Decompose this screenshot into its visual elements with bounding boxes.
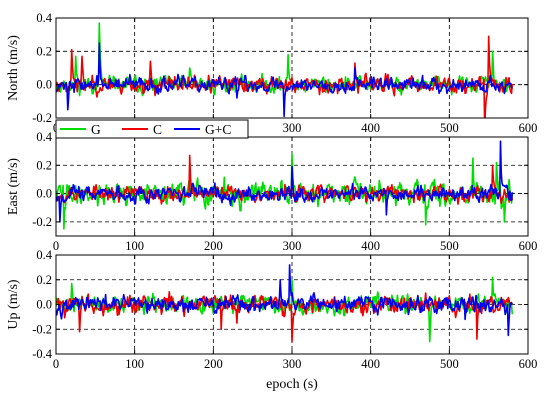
legend-label-g: G xyxy=(91,122,101,137)
y-tick-label: 0.2 xyxy=(36,273,52,287)
x-tick-label: 200 xyxy=(204,357,223,371)
x-tick-label: 200 xyxy=(204,239,223,253)
x-tick-label: 400 xyxy=(361,121,380,135)
series-line-c xyxy=(56,290,513,343)
series-group xyxy=(56,140,514,230)
y-tick-label: 0.4 xyxy=(36,11,52,25)
series-line-gplusc xyxy=(56,264,514,337)
y-tick-label: 0.2 xyxy=(36,158,52,172)
y-tick-label: -0.2 xyxy=(32,322,52,336)
x-tick-label: 100 xyxy=(125,357,144,371)
y-tick-label: -0.2 xyxy=(32,111,52,125)
panel-2: 0 100 200 300 400 500 600 -0.4 -0.2 0.0 0.2 0.4 Up (… xyxy=(6,248,537,392)
x-tick-label: 500 xyxy=(440,121,459,135)
legend: G C G+C xyxy=(55,119,249,139)
x-tick-label: 300 xyxy=(283,239,302,253)
x-tick-label: 0 xyxy=(53,357,59,371)
x-tick-label: 500 xyxy=(440,239,459,253)
y-axis-title: North (m/s) xyxy=(6,35,21,101)
x-tick-label: 600 xyxy=(519,239,538,253)
series-group xyxy=(56,264,514,343)
series-line-gplusc xyxy=(56,42,513,118)
x-tick-label: 100 xyxy=(125,239,144,253)
series-group xyxy=(56,22,514,118)
y-tick-label: 0.4 xyxy=(36,130,52,144)
y-tick-label: -0.4 xyxy=(32,347,53,361)
x-tick-label: 400 xyxy=(361,239,380,253)
legend-label-c: C xyxy=(153,122,162,137)
y-tick-label: 0.4 xyxy=(36,248,52,262)
x-tick-label: 600 xyxy=(519,357,538,371)
series-line-g xyxy=(56,276,514,343)
y-tick-label: 0.0 xyxy=(36,187,52,201)
x-axis-title: epoch (s) xyxy=(266,377,318,392)
legend-box xyxy=(55,119,249,139)
x-tick-label: 500 xyxy=(440,357,459,371)
y-tick-label: 0.2 xyxy=(36,44,52,58)
y-axis-title: Up (m/s) xyxy=(6,279,21,330)
x-tick-label: 600 xyxy=(519,121,538,135)
x-tick-label: 0 xyxy=(53,239,59,253)
y-tick-label: -0.2 xyxy=(32,215,52,229)
x-tick-label: 400 xyxy=(361,357,380,371)
x-tick-label: 300 xyxy=(283,121,302,135)
legend-label-gplusc: G+C xyxy=(205,122,231,137)
y-tick-label: 0.0 xyxy=(36,78,52,92)
y-tick-label: 0.0 xyxy=(36,298,52,312)
panel-1: 0 100 200 300 400 500 600 -0.2 0.0 0.2 0.4 East (m/… xyxy=(6,119,538,253)
y-axis-title: East (m/s) xyxy=(6,158,21,215)
x-tick-label: 300 xyxy=(283,357,302,371)
series-line-gplusc xyxy=(56,140,514,223)
